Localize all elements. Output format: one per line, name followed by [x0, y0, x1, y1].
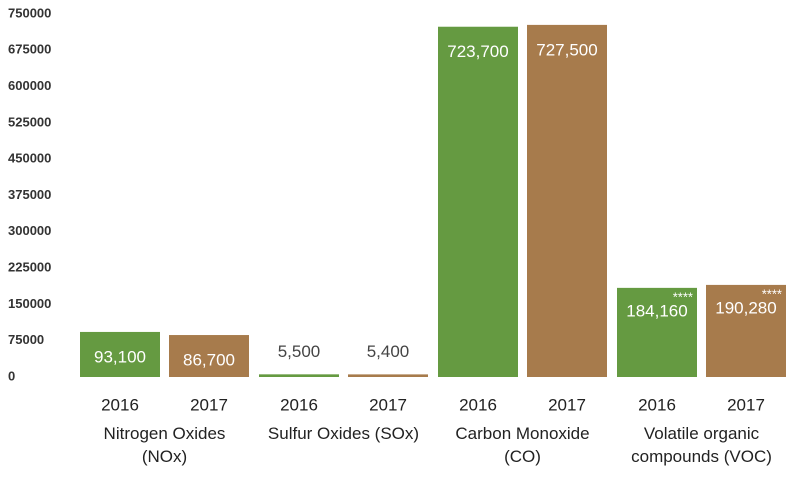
- value-label: 5,500: [278, 342, 321, 361]
- value-label: 190,280: [715, 298, 776, 317]
- category-label: Carbon Monoxide (CO): [455, 424, 590, 466]
- y-tick-label: 75000: [8, 332, 44, 347]
- x-tick-label: 2016: [638, 395, 676, 414]
- y-tick-label: 750000: [8, 5, 51, 20]
- category-label: Volatile organic compounds (VOC): [631, 424, 772, 466]
- value-label: 5,400: [367, 342, 410, 361]
- value-label: 727,500: [536, 40, 597, 59]
- y-tick-label: 300000: [8, 223, 51, 238]
- y-tick-label: 525000: [8, 114, 51, 129]
- y-tick-label: 600000: [8, 78, 51, 93]
- y-tick-label: 450000: [8, 151, 51, 166]
- bar: [259, 374, 339, 377]
- value-label: 86,700: [183, 351, 235, 370]
- bar: [527, 24, 607, 377]
- x-tick-label: 2016: [459, 395, 497, 414]
- bar: [706, 284, 786, 377]
- value-note: ****: [762, 286, 782, 301]
- y-tick-label: 225000: [8, 260, 51, 275]
- category-label: Sulfur Oxides (SOx): [267, 424, 420, 443]
- y-tick-label: 150000: [8, 296, 51, 311]
- bar: [348, 374, 428, 377]
- category-label: Nitrogen Oxides (NOx): [103, 424, 226, 466]
- x-tick-label: 2017: [727, 395, 765, 414]
- y-tick-label: 0: [8, 368, 15, 383]
- bar: [617, 287, 697, 377]
- value-label: 184,160: [626, 301, 687, 320]
- x-tick-label: 2016: [101, 395, 139, 414]
- bar: [80, 331, 160, 377]
- x-tick-label: 2016: [280, 395, 318, 414]
- x-tick-label: 2017: [548, 395, 586, 414]
- value-label: 723,700: [447, 42, 508, 61]
- value-note: ****: [673, 289, 693, 304]
- x-tick-label: 2017: [190, 395, 228, 414]
- x-tick-label: 2017: [369, 395, 407, 414]
- bar: [169, 335, 249, 377]
- y-tick-label: 675000: [8, 42, 51, 57]
- bar: [438, 26, 518, 378]
- value-label: 93,100: [94, 347, 146, 366]
- y-tick-label: 375000: [8, 187, 51, 202]
